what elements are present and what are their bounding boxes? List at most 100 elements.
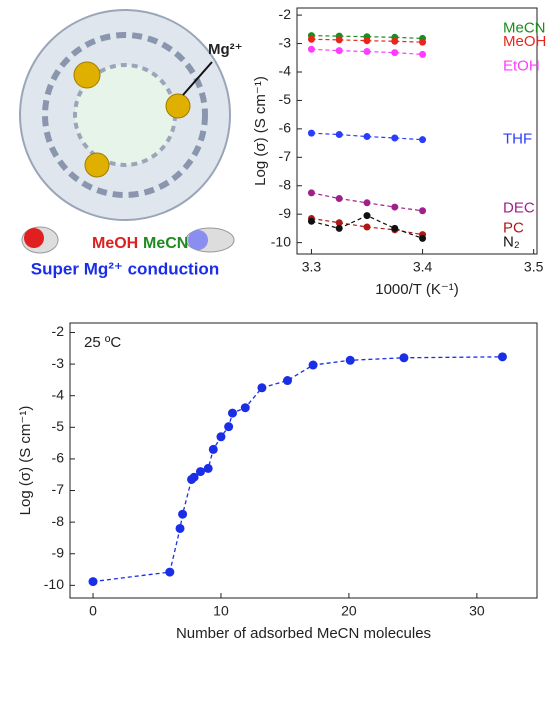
point xyxy=(399,353,409,363)
y-tick-label: -7 xyxy=(279,148,292,164)
mg-ion xyxy=(84,152,110,178)
point xyxy=(391,134,399,142)
y-tick-label: -4 xyxy=(52,386,65,402)
point xyxy=(335,219,343,227)
point xyxy=(363,223,371,231)
x-axis-title: 1000/T (K⁻¹) xyxy=(375,281,459,298)
molecule-label: MeOH xyxy=(92,235,138,252)
point xyxy=(165,567,175,577)
point xyxy=(497,352,507,362)
y-tick-label: -2 xyxy=(52,323,65,339)
y-tick-label: -6 xyxy=(279,120,292,136)
y-axis-title: Log (σ) (S cm⁻¹) xyxy=(17,406,34,516)
point xyxy=(308,360,318,370)
line xyxy=(92,356,503,583)
point xyxy=(335,224,343,232)
fit-line xyxy=(311,48,423,55)
point xyxy=(335,195,343,203)
mg-ion xyxy=(165,93,191,119)
point xyxy=(363,199,371,207)
y-tick-label: -4 xyxy=(279,63,292,79)
point xyxy=(391,49,399,57)
series-label: DEC xyxy=(503,200,535,217)
y-tick-label: -10 xyxy=(271,233,291,249)
point xyxy=(208,444,218,454)
point xyxy=(88,577,98,587)
y-tick-label: -10 xyxy=(44,576,64,592)
y-tick-label: -3 xyxy=(279,34,292,50)
point xyxy=(224,422,234,432)
molecule-atom xyxy=(24,228,44,248)
x-tick-label: 30 xyxy=(469,603,485,619)
y-tick-label: -8 xyxy=(52,513,65,529)
point xyxy=(283,376,293,386)
point xyxy=(419,50,427,58)
point xyxy=(175,523,185,533)
series-label: N₂ xyxy=(503,233,520,250)
point xyxy=(307,35,315,43)
point xyxy=(216,432,226,442)
series-label: EtOH xyxy=(503,57,540,74)
mof-illustration: Mg²⁺ MeOH MeCN Super Mg²⁺ conduction xyxy=(19,9,243,278)
fit-line xyxy=(311,34,423,40)
y-tick-label: -9 xyxy=(279,205,292,221)
point xyxy=(307,45,315,53)
point xyxy=(419,136,427,144)
y-tick-label: -5 xyxy=(52,418,65,434)
caption: Super Mg²⁺ conduction xyxy=(31,259,219,278)
y-tick-label: -7 xyxy=(52,481,65,497)
fit-line xyxy=(311,132,423,141)
x-tick-label: 3.4 xyxy=(413,259,433,275)
mg-ion xyxy=(73,61,101,89)
point xyxy=(363,48,371,56)
series-label: THF xyxy=(503,131,532,148)
x-tick-label: 3.5 xyxy=(524,259,544,275)
y-tick-label: -6 xyxy=(52,450,65,466)
fit-line xyxy=(311,38,423,43)
point xyxy=(391,203,399,211)
point xyxy=(240,403,250,413)
point xyxy=(178,509,188,519)
x-tick-label: 20 xyxy=(341,603,357,619)
point xyxy=(335,131,343,139)
point xyxy=(391,37,399,45)
x-tick-label: 0 xyxy=(89,603,97,619)
y-tick-label: -5 xyxy=(279,91,292,107)
series-label: MeCN xyxy=(503,19,546,36)
y-tick-label: -9 xyxy=(52,544,65,560)
point xyxy=(257,383,267,393)
x-tick-label: 10 xyxy=(213,603,229,619)
molecule-label: MeCN xyxy=(143,235,188,252)
y-tick-label: -3 xyxy=(52,355,65,371)
pointer xyxy=(182,61,213,96)
point xyxy=(363,212,371,220)
y-axis-title: Log (σ) (S cm⁻¹) xyxy=(252,76,269,186)
y-tick-label: -8 xyxy=(279,176,292,192)
plot-frame xyxy=(296,7,538,255)
point xyxy=(419,38,427,46)
point xyxy=(227,408,237,418)
point xyxy=(419,234,427,242)
ion-label: Mg²⁺ xyxy=(208,41,243,58)
plot-frame xyxy=(69,322,538,599)
point xyxy=(391,224,399,232)
framework-ring xyxy=(42,32,208,198)
point xyxy=(335,36,343,44)
point xyxy=(196,467,206,477)
x-tick-label: 3.3 xyxy=(302,259,322,275)
point xyxy=(203,463,213,473)
point xyxy=(363,133,371,141)
point xyxy=(189,472,199,482)
point xyxy=(307,129,315,137)
point xyxy=(345,355,355,365)
point xyxy=(307,189,315,197)
annotation: 25 ºC xyxy=(84,334,121,351)
point xyxy=(363,37,371,45)
y-tick-label: -2 xyxy=(279,6,292,22)
molecule-atom xyxy=(188,230,208,250)
point xyxy=(419,207,427,215)
series-label: PC xyxy=(503,220,524,237)
point xyxy=(307,217,315,225)
series-label: MeOH xyxy=(503,33,546,50)
